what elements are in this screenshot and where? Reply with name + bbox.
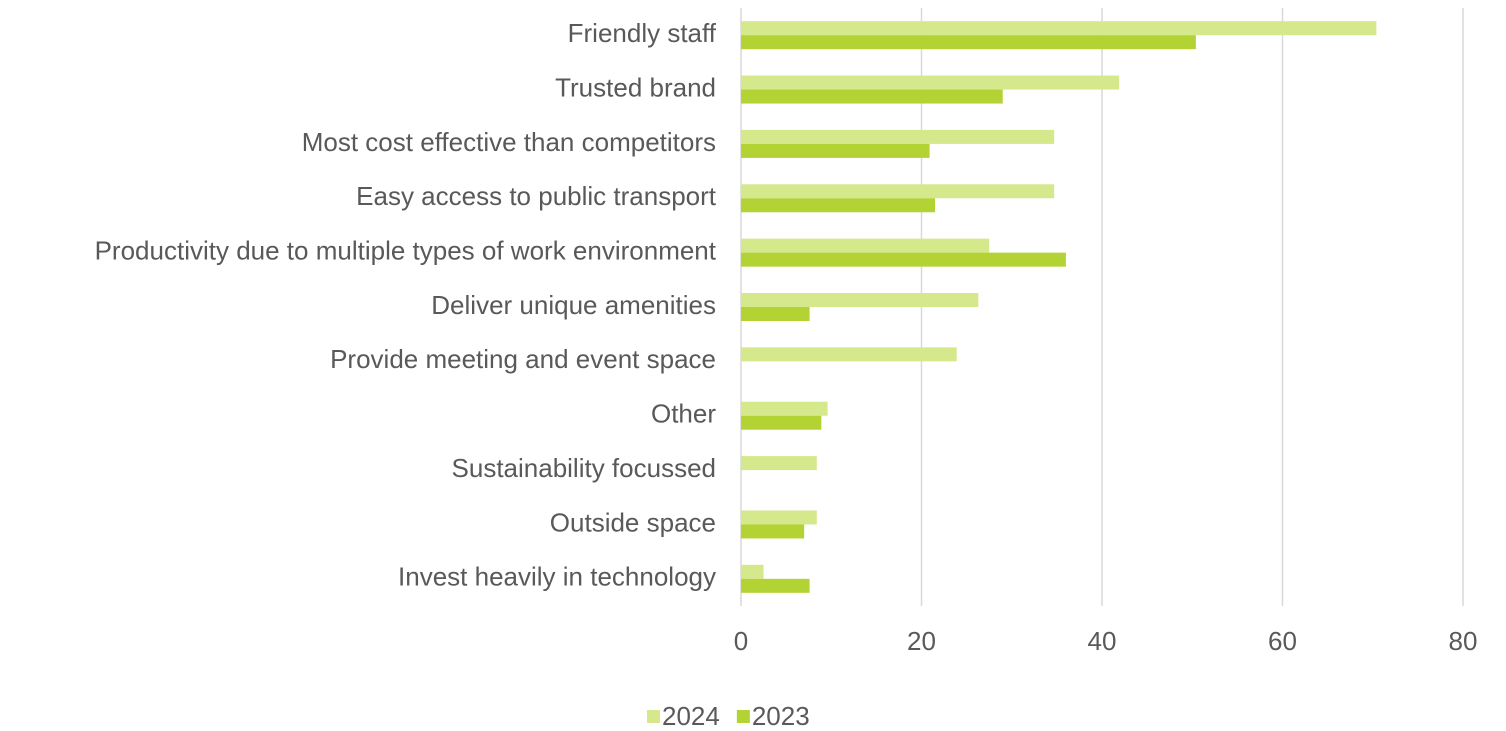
bar	[741, 564, 764, 579]
bar	[741, 347, 957, 362]
bar	[741, 89, 1003, 104]
bar	[741, 293, 979, 307]
x-tick-label: 40	[1088, 626, 1117, 656]
bar	[741, 35, 1196, 50]
bar	[741, 143, 930, 158]
y-tick-label: Friendly staff	[568, 18, 717, 48]
legend-label: 2023	[752, 701, 810, 731]
y-tick-label: Easy access to public transport	[356, 181, 717, 211]
y-tick-label: Sustainability focussed	[452, 453, 716, 483]
y-tick-label: Provide meeting and event space	[330, 344, 716, 374]
x-tick-label: 80	[1449, 626, 1478, 656]
bar	[741, 456, 817, 471]
y-tick-label: Most cost effective than competitors	[302, 127, 716, 157]
legend-swatch	[736, 710, 750, 723]
bar	[741, 198, 936, 213]
legend-swatch	[647, 710, 660, 723]
bar	[741, 238, 990, 253]
bar	[741, 415, 822, 430]
bar	[741, 252, 1066, 267]
bar	[741, 21, 1377, 36]
y-tick-label: Outside space	[550, 507, 716, 537]
y-tick-label: Deliver unique amenities	[431, 290, 716, 320]
x-tick-label: 0	[734, 626, 748, 656]
bar	[741, 129, 1055, 144]
bar	[741, 307, 810, 321]
y-tick-label: Invest heavily in technology	[398, 562, 716, 592]
legend-label: 2024	[662, 701, 720, 731]
bar	[741, 75, 1120, 90]
bar	[741, 578, 810, 593]
bar	[741, 401, 828, 416]
y-tick-label: Trusted brand	[555, 72, 716, 102]
bar	[741, 184, 1055, 199]
bar	[741, 524, 805, 539]
y-tick-label: Other	[651, 399, 716, 429]
y-tick-label: Productivity due to multiple types of wo…	[95, 236, 717, 266]
x-tick-label: 20	[907, 626, 936, 656]
bar	[741, 510, 817, 525]
x-tick-label: 60	[1268, 626, 1297, 656]
